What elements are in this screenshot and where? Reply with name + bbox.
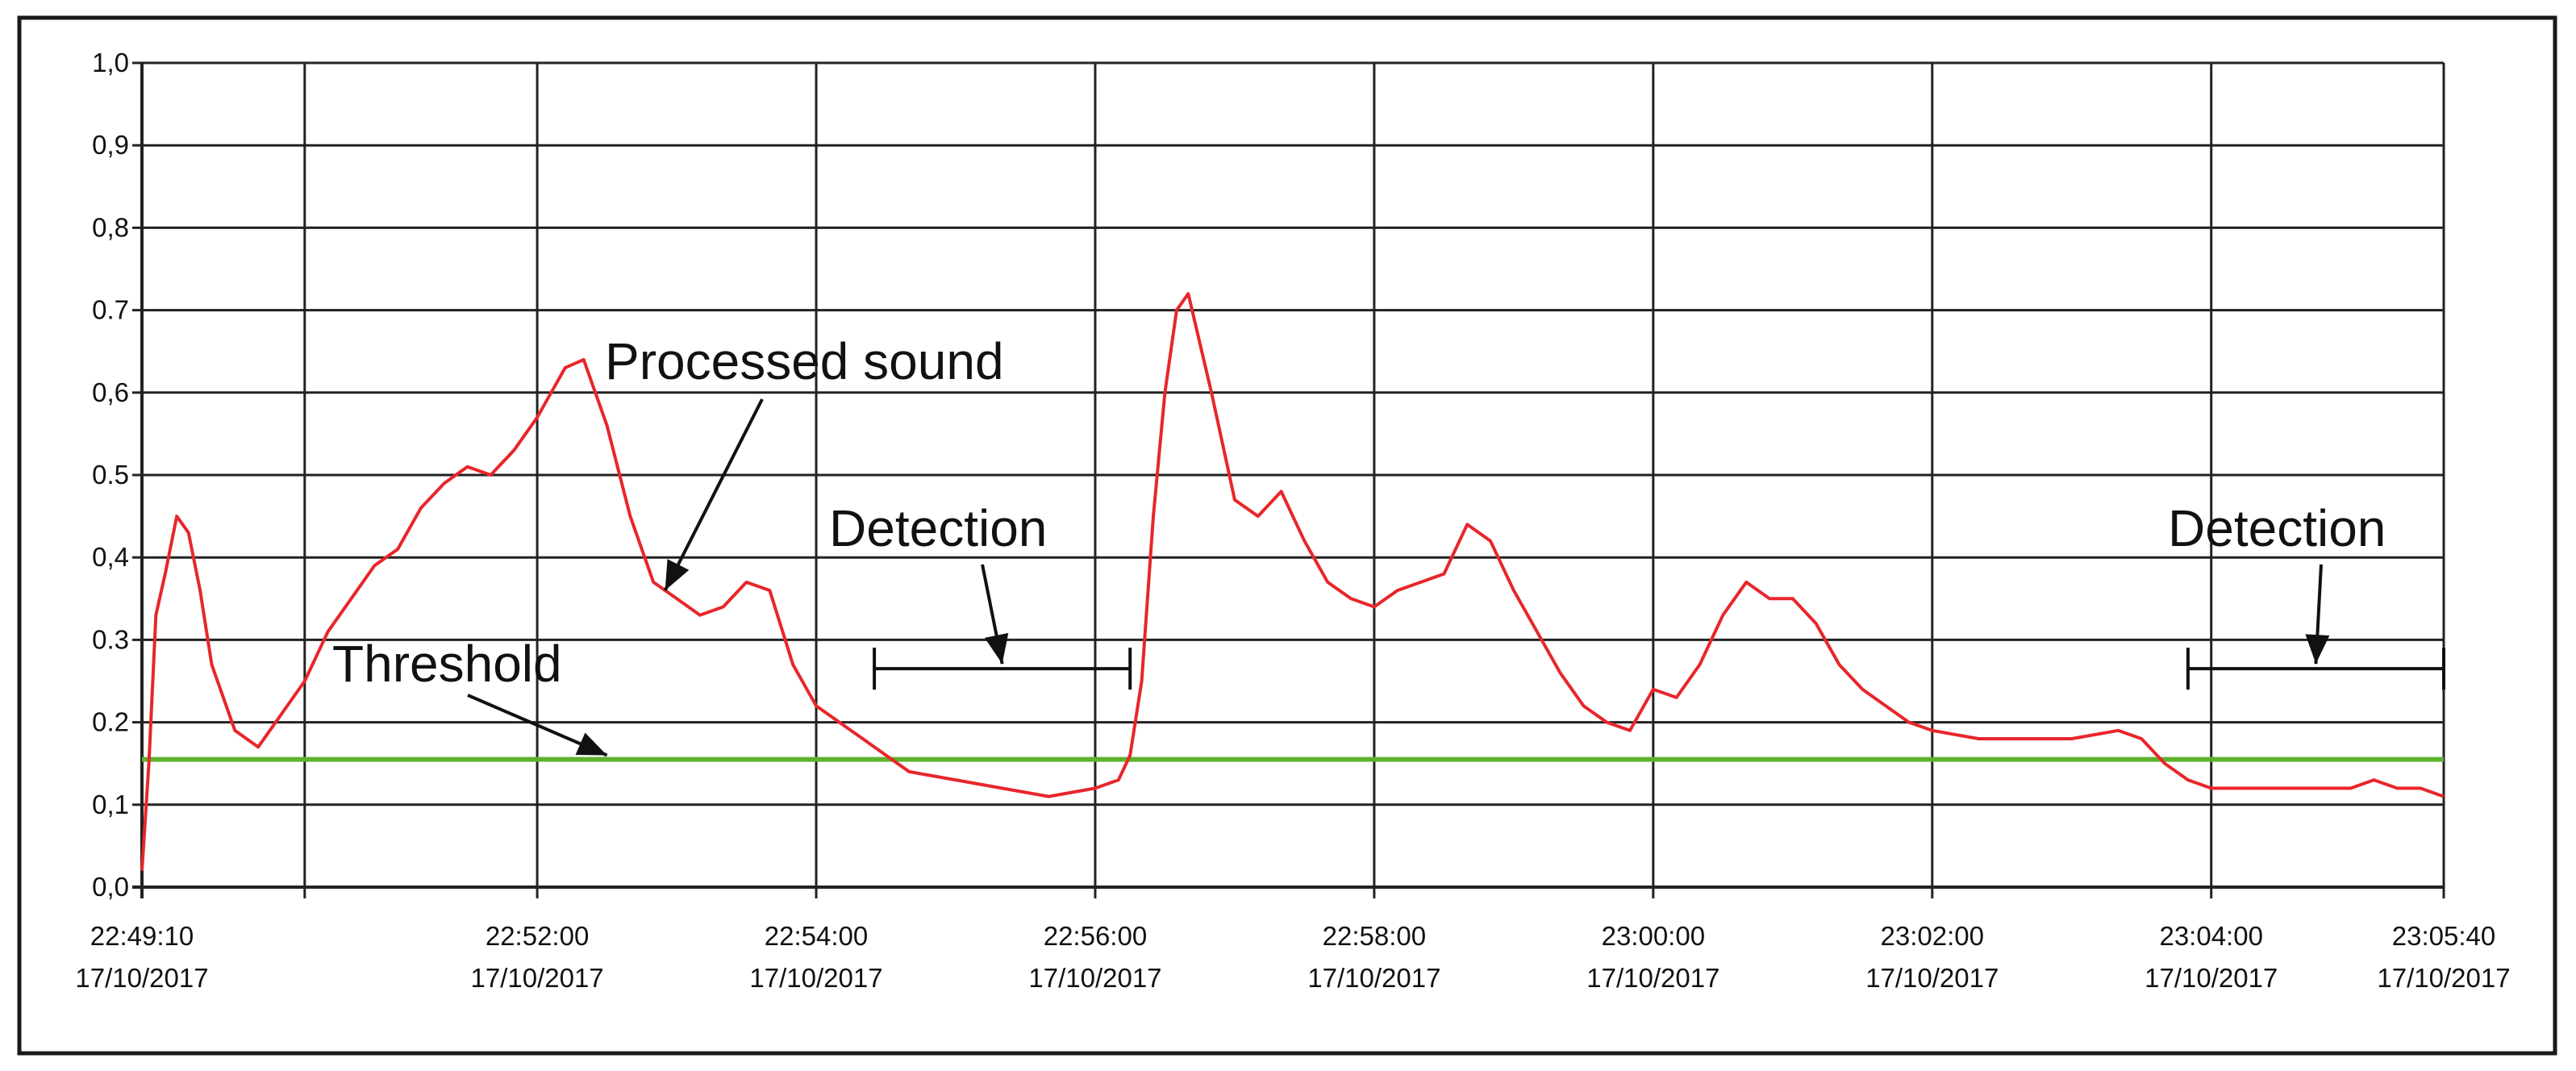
x-tick-label-time: 22:58:00: [1323, 921, 1426, 951]
y-tick-label: 0.3: [92, 624, 129, 654]
y-tick-label: 0,8: [92, 212, 129, 242]
annotation-detection: Detection: [2168, 499, 2386, 557]
processed-sound-arrow-head: [665, 559, 690, 591]
x-tick-label-date: 17/10/2017: [1028, 963, 1161, 993]
y-tick-label: 0.7: [92, 295, 129, 325]
x-tick-label-time: 22:49:10: [90, 921, 194, 951]
annotations: Processed sound Threshold Detection Detecti…: [332, 332, 2445, 757]
x-tick-label-time: 23:02:00: [1881, 921, 1984, 951]
x-tick-labels: 22:49:10 17/10/2017 22:52:00 17/10/2017 22:5…: [75, 921, 2510, 993]
x-tick-label-time: 22:52:00: [486, 921, 589, 951]
y-tick-label: 0,1: [92, 790, 129, 819]
x-tick-label-time: 23:04:00: [2159, 921, 2262, 951]
y-tick-label: 0,0: [92, 872, 129, 902]
processed-sound-arrow-shaft: [663, 398, 764, 591]
y-tick-label: 0.2: [92, 707, 129, 737]
annotation-threshold: Threshold: [332, 635, 562, 693]
series-lines: [140, 292, 2445, 871]
y-tick-label: 0,6: [92, 377, 129, 407]
x-tick-label-time: 23:00:00: [1602, 921, 1705, 951]
y-tick-label: 1,0: [92, 48, 129, 77]
annotation-detection: Detection: [829, 499, 1047, 557]
x-tick-label-date: 17/10/2017: [1586, 963, 1719, 993]
x-tick-label-date: 17/10/2017: [749, 963, 882, 993]
threshold-arrow-head: [575, 732, 607, 756]
y-tick-label: 0,9: [92, 130, 129, 160]
x-tick-label-date: 17/10/2017: [1865, 963, 1999, 993]
x-tick-label-date: 17/10/2017: [470, 963, 603, 993]
x-tick-label-time: 22:56:00: [1044, 921, 1147, 951]
x-tick-label-time: 23:05:40: [2392, 921, 2495, 951]
x-tick-label-time: 22:54:00: [765, 921, 868, 951]
x-tick-label-date: 17/10/2017: [2377, 963, 2510, 993]
y-tick-labels: 0,0 0,1 0.2 0.3 0,4 0.5 0,6 0.7 0,8 0,9 1,0: [92, 48, 129, 902]
x-tick-label-date: 17/10/2017: [2145, 963, 2278, 993]
detection-arrow-head: [984, 632, 1009, 665]
annotation-processed-sound: Processed sound: [605, 332, 1004, 390]
y-tick-label: 0.5: [92, 460, 129, 490]
detection-arrow-head: [2305, 634, 2330, 665]
processed-sound-line: [140, 292, 2445, 871]
x-tick-label-date: 17/10/2017: [1307, 963, 1440, 993]
plot-area: [139, 63, 2445, 890]
x-tick-label-date: 17/10/2017: [75, 963, 208, 993]
y-tick-label: 0,4: [92, 542, 129, 572]
